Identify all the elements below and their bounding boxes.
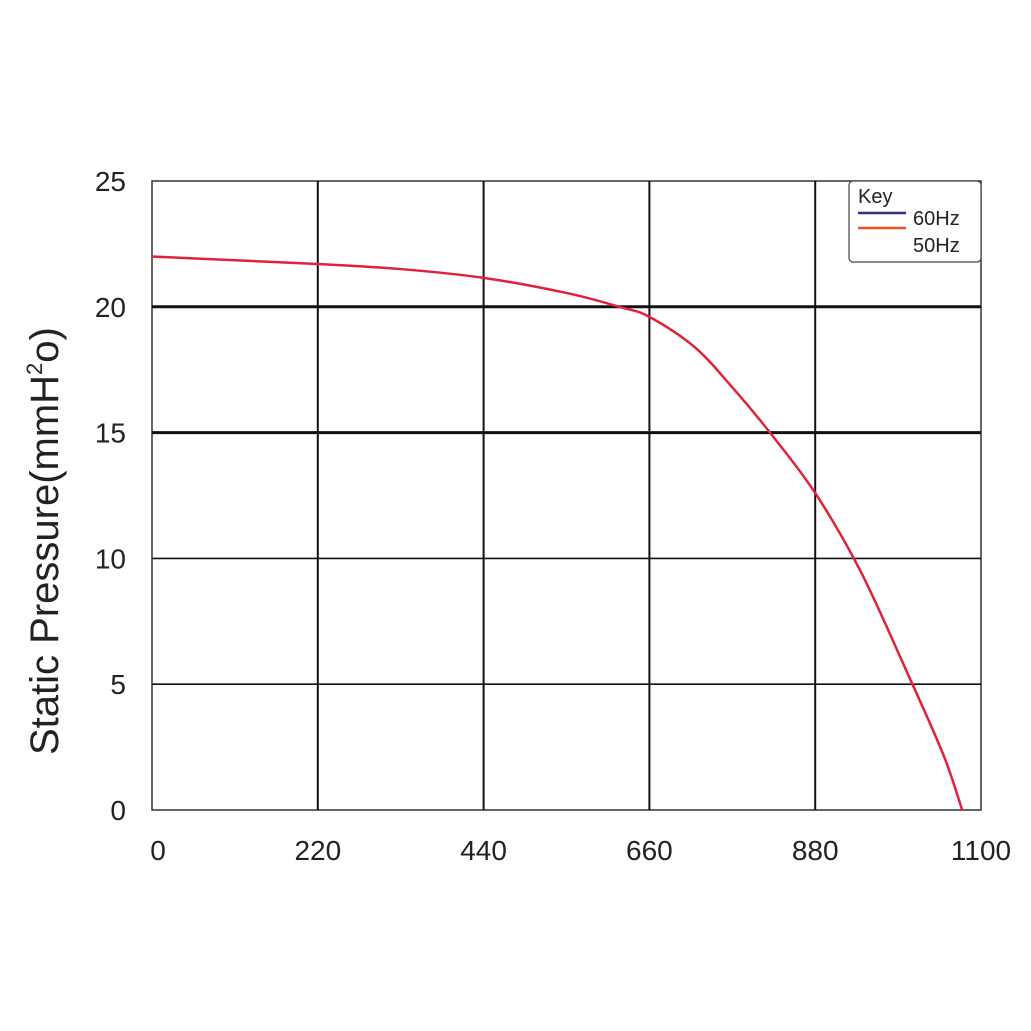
- y-tick-label-20: 20: [95, 292, 126, 323]
- tick-labels: 0 220 440 660 880 1100 0 5 10 15 20 25: [95, 166, 1011, 866]
- y-axis-label-tail: o): [23, 327, 67, 363]
- y-axis-label-main: Static Pressure(mmH: [23, 375, 67, 755]
- grid: [151, 180, 982, 811]
- series-line-0: [151, 255, 964, 811]
- y-tick-label-15: 15: [95, 418, 126, 449]
- y-tick-label-25: 25: [95, 166, 126, 197]
- plot-frame: [151, 180, 982, 811]
- x-tick-label-0: 0: [150, 835, 166, 866]
- y-axis-label: Static Pressure(mmH2o): [22, 327, 67, 755]
- series-layer: [151, 255, 964, 811]
- x-tick-label-880: 880: [792, 835, 839, 866]
- y-tick-label-10: 10: [95, 543, 126, 574]
- y-tick-label-0: 0: [110, 795, 126, 826]
- legend: Key 60Hz 50Hz: [848, 180, 982, 263]
- x-tick-label-440: 440: [460, 835, 507, 866]
- legend-box: [848, 180, 982, 263]
- legend-label-50hz: 50Hz: [913, 235, 960, 257]
- legend-label-60hz: 60Hz: [913, 208, 960, 230]
- legend-title: Key: [858, 186, 892, 208]
- y-axis-label-superscript: 2: [22, 363, 47, 375]
- y-tick-label-5: 5: [110, 669, 126, 700]
- x-tick-label-660: 660: [626, 835, 673, 866]
- x-tick-label-220: 220: [294, 835, 341, 866]
- x-tick-label-1100: 1100: [951, 835, 1011, 866]
